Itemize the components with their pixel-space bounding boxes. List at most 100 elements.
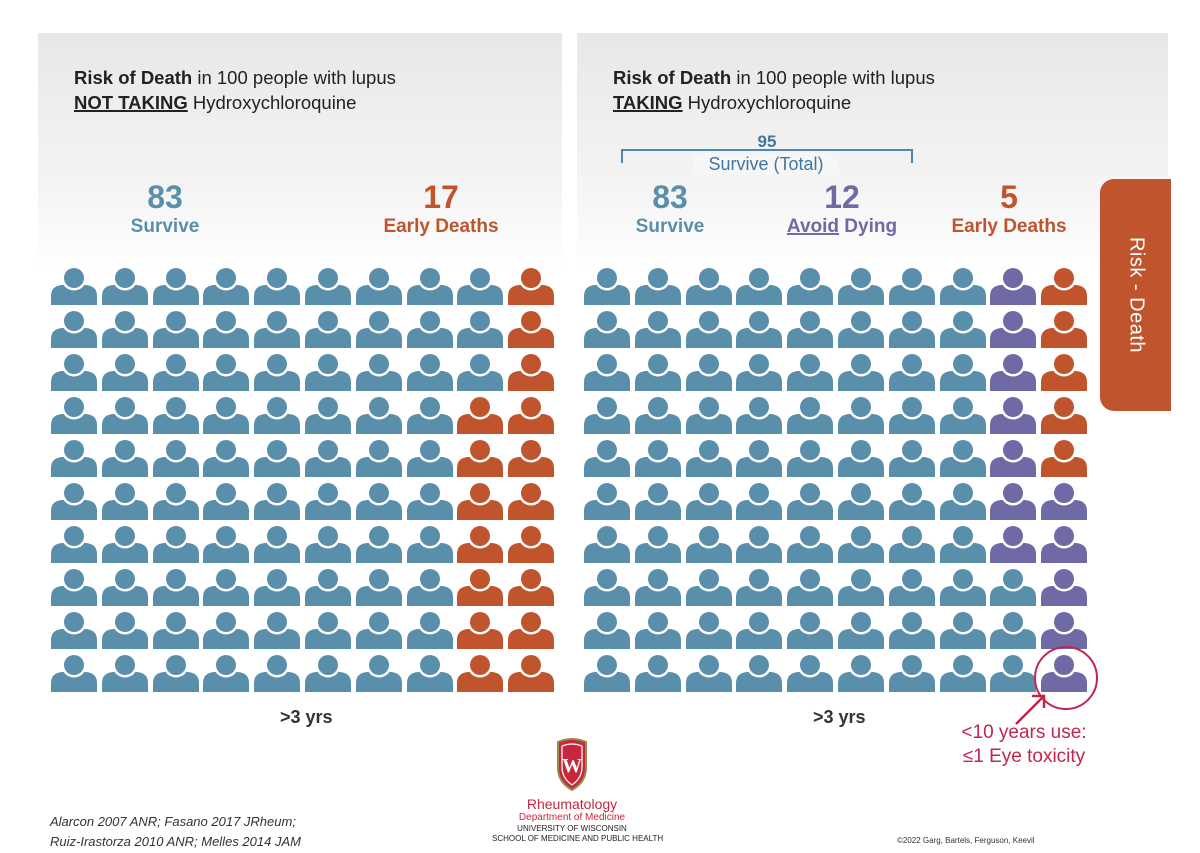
person-icon-survive [101,308,149,348]
person-icon-early-death [1040,437,1088,477]
person-icon-survive [202,394,250,434]
deaths-label: Early Deaths [951,216,1067,237]
person-icon-survive [634,394,682,434]
logo-name: Rheumatology [526,796,618,812]
person-icon-survive [583,308,631,348]
avoid-dying-stat: 12 Avoid Dying [767,179,917,239]
person-icon-survive [101,609,149,649]
person-icon-survive [50,351,98,391]
person-icon-survive [406,394,454,434]
person-icon-survive [355,480,403,520]
person-icon-survive [355,265,403,305]
person-icon-survive [456,351,504,391]
person-icon-survive [406,351,454,391]
citation-line1: Alarcon 2007 ANR; Fasano 2017 JRheum; [50,814,296,829]
person-icon-early-death [456,566,504,606]
person-icon-survive [939,351,987,391]
copyright: ©2022 Garg, Bartels, Ferguson, Keevil [897,836,1035,845]
person-icon-avoid-dying [989,480,1037,520]
deaths-stat: 5 Early Deaths [934,179,1084,239]
person-icon-survive [202,523,250,563]
person-icon-avoid-dying [1040,609,1088,649]
total-survive-count: 95 [757,132,777,151]
person-icon-early-death [507,351,555,391]
person-icon-survive [989,609,1037,649]
person-icon-survive [152,308,200,348]
person-icon-survive [406,566,454,606]
person-icon-survive [685,652,733,692]
person-icon-survive [888,566,936,606]
person-icon-survive [786,351,834,391]
person-icon-survive [634,566,682,606]
citation-line2: Ruiz-Irastorza 2010 ANR; Melles 2014 JAM [50,834,301,849]
person-icon-avoid-dying [989,265,1037,305]
person-icon-survive [202,480,250,520]
person-icon-early-death [1040,351,1088,391]
person-icon-survive [634,351,682,391]
survive-count: 83 [652,179,688,215]
person-icon-avoid-dying [989,351,1037,391]
person-icon-survive [355,566,403,606]
person-icon-survive [304,523,352,563]
person-icon-survive [583,437,631,477]
person-icon-survive [939,265,987,305]
person-icon-survive [837,566,885,606]
panel-not-taking: Risk of Death in 100 people with lupus N… [38,33,562,733]
title-rest: in 100 people with lupus [192,67,396,88]
duration-label: >3 yrs [280,707,333,727]
person-icon-survive [989,652,1037,692]
person-icon-survive [735,523,783,563]
survive-count: 83 [147,179,183,215]
logo-school: SCHOOL OF MEDICINE AND PUBLIC HEALTH [492,834,664,843]
person-icon-survive [837,437,885,477]
person-icon-avoid-dying [989,437,1037,477]
person-icon-survive [634,480,682,520]
panel-taking: Risk of Death in 100 people with lupus T… [577,33,1168,733]
person-icon-survive [735,265,783,305]
person-icon-survive [355,609,403,649]
person-icon-survive [583,480,631,520]
survive-label: Survive [635,216,705,237]
avoid-label: Avoid Dying [767,215,917,239]
person-icon-survive [685,394,733,434]
person-icon-survive [253,609,301,649]
person-icon-survive [304,609,352,649]
person-icon-early-death [456,652,504,692]
person-icon-survive [583,609,631,649]
person-icon-survive [837,394,885,434]
person-icon-survive [253,437,301,477]
person-icon-survive [355,652,403,692]
person-icon-survive [304,351,352,391]
person-icon-survive [202,566,250,606]
person-icon-early-death [456,480,504,520]
avoid-count: 12 [824,179,860,215]
person-icon-early-death [456,394,504,434]
person-icon-survive [786,652,834,692]
person-icon-survive [735,652,783,692]
person-icon-survive [304,480,352,520]
person-icon-survive [786,437,834,477]
person-icon-survive [50,265,98,305]
person-icon-survive [152,437,200,477]
person-icon-early-death [507,566,555,606]
person-icon-survive [685,351,733,391]
person-icon-survive [888,523,936,563]
person-icon-early-death [507,308,555,348]
person-icon-survive [634,523,682,563]
person-icon-survive [202,265,250,305]
person-icon-survive [634,437,682,477]
person-icon-survive [253,523,301,563]
person-icon-survive [735,480,783,520]
person-icon-survive [685,437,733,477]
person-icon-avoid-dying [989,523,1037,563]
person-icon-survive [406,437,454,477]
person-icon-survive [101,265,149,305]
arrow-icon [1015,694,1046,725]
person-icon-early-death [456,437,504,477]
logo-univ: UNIVERSITY OF WISCONSIN [517,824,627,833]
person-icon-survive [634,609,682,649]
person-icon-survive [355,523,403,563]
person-icon-early-death [1040,265,1088,305]
person-icon-avoid-dying [989,308,1037,348]
person-icon-survive [837,351,885,391]
